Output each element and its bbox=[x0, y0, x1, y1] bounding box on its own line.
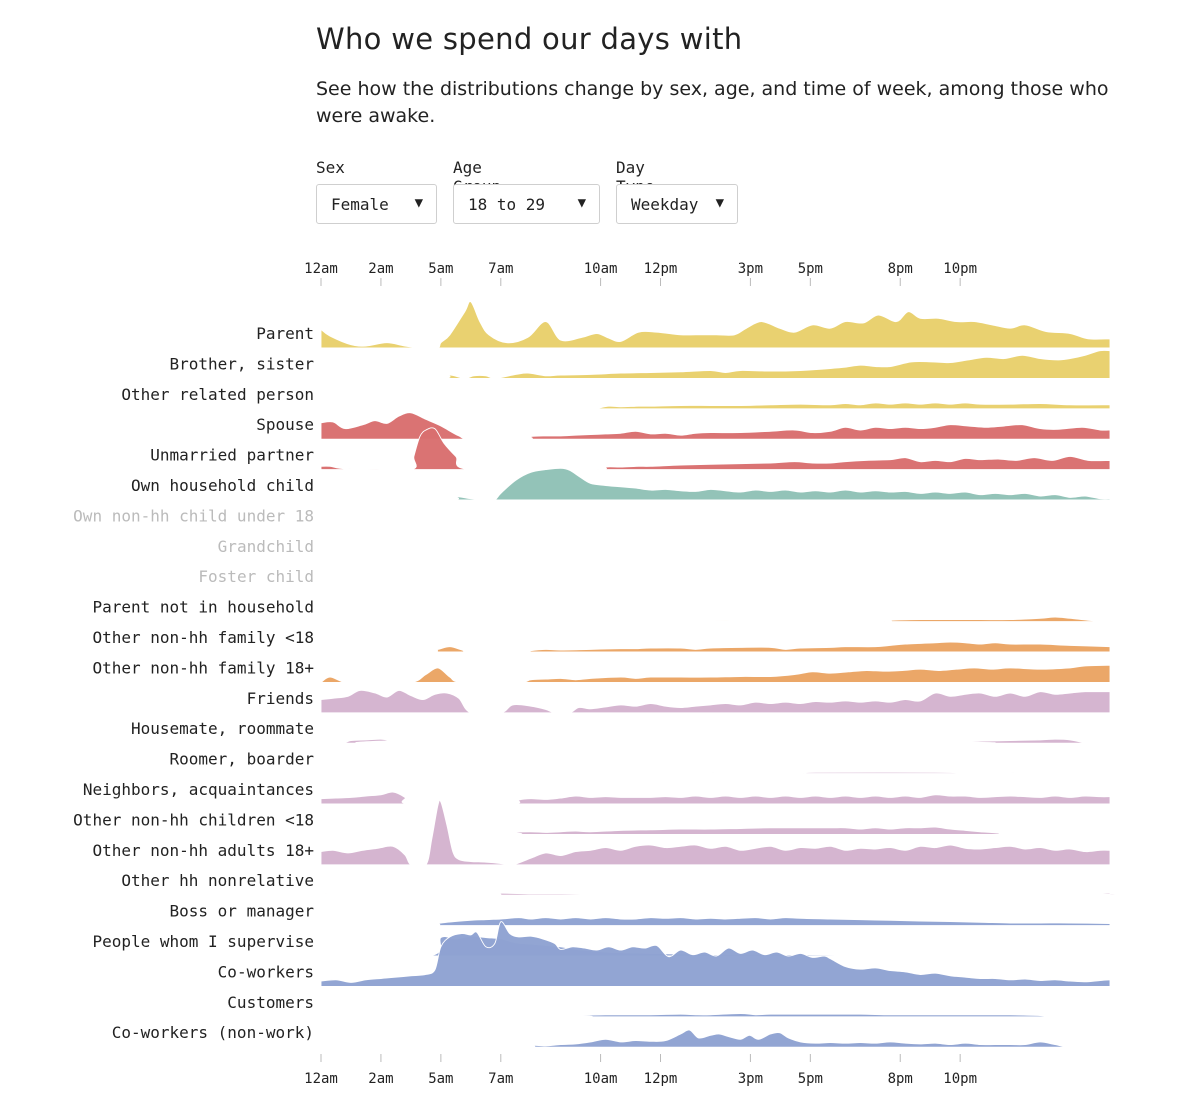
day-type-select[interactable]: Weekday ▼ bbox=[616, 184, 738, 224]
row-label-co-workers-non-work: Co-workers (non-work) bbox=[112, 1023, 314, 1042]
ridge-area-co-workers bbox=[320, 921, 1111, 987]
row-label-roomer-boarder: Roomer, boarder bbox=[170, 750, 315, 769]
x-tick-label: 5pm bbox=[798, 1071, 823, 1087]
x-tick-label: 12am bbox=[304, 261, 338, 277]
x-tick-label: 7am bbox=[488, 1071, 513, 1087]
ridge-area-roomer-boarder bbox=[320, 771, 1111, 775]
x-tick-label: 3pm bbox=[738, 1071, 763, 1087]
row-label-other-non-hh-children-18: Other non-hh children <18 bbox=[73, 810, 314, 829]
row-label-other-non-hh-family-18: Other non-hh family <18 bbox=[92, 628, 314, 647]
x-tick-label: 12am bbox=[304, 1071, 338, 1087]
ridge-area-co-workers-non-work bbox=[320, 1029, 1111, 1048]
row-label-friends: Friends bbox=[247, 689, 314, 708]
page-title: Who we spend our days with bbox=[316, 22, 743, 56]
ridge-area-other-non-hh-adults-18 bbox=[320, 799, 1111, 866]
page-subtitle: See how the distributions change by sex,… bbox=[316, 78, 1109, 127]
ridge-area-parent bbox=[320, 301, 1111, 349]
x-tick-label: 10am bbox=[584, 1071, 618, 1087]
x-tick-label: 2am bbox=[368, 261, 393, 277]
sex-select-value: Female bbox=[331, 195, 389, 214]
caret-down-icon: ▼ bbox=[715, 195, 724, 211]
row-label-own-non-hh-child-under-18: Own non-hh child under 18 bbox=[73, 506, 314, 525]
ridge-area-unmarried-partner bbox=[320, 427, 1111, 471]
x-tick-label: 10pm bbox=[943, 261, 977, 277]
row-label-other-non-hh-family-18: Other non-hh family 18+ bbox=[92, 658, 314, 677]
x-tick-label: 5pm bbox=[798, 261, 823, 277]
x-tick-label: 3pm bbox=[738, 261, 763, 277]
ridge-area-parent-not-in-household bbox=[320, 616, 1111, 623]
row-label-brother-sister: Brother, sister bbox=[170, 354, 315, 373]
row-label-other-related-person: Other related person bbox=[121, 385, 314, 404]
ridge-area-other-hh-nonrelative bbox=[320, 892, 1122, 896]
row-label-people-whom-i-supervise: People whom I supervise bbox=[92, 932, 314, 951]
row-label-other-hh-nonrelative: Other hh nonrelative bbox=[121, 871, 314, 890]
row-label-housemate-roommate: Housemate, roommate bbox=[131, 719, 314, 738]
ridge-area-housemate-roommate bbox=[320, 738, 1111, 744]
x-tick-label: 8pm bbox=[888, 1071, 913, 1087]
row-label-neighbors-acquaintances: Neighbors, acquaintances bbox=[83, 780, 314, 799]
x-axis-bottom: 12am 2am 5am 7am 10am 12pm 3pm 5pm 8pm 10pm bbox=[304, 1054, 977, 1087]
ridge-area-other-non-hh-family-18 bbox=[320, 641, 1111, 653]
row-label-own-household-child: Own household child bbox=[131, 476, 314, 495]
x-tick-label: 12pm bbox=[644, 1071, 678, 1087]
day-type-select-value: Weekday bbox=[631, 195, 699, 214]
x-tick-label: 8pm bbox=[888, 261, 913, 277]
ridge-area-spouse bbox=[320, 412, 1111, 440]
row-label-grandchild: Grandchild bbox=[218, 537, 314, 556]
x-tick-label: 10am bbox=[584, 261, 618, 277]
x-tick-label: 5am bbox=[428, 1071, 453, 1087]
x-tick-label: 7am bbox=[488, 261, 513, 277]
caret-down-icon: ▼ bbox=[414, 195, 423, 211]
ridge-area-friends bbox=[320, 689, 1111, 714]
ridge-area-other-non-hh-children-18 bbox=[320, 826, 1111, 835]
x-tick-label: 10pm bbox=[943, 1071, 977, 1087]
ridge-area-boss-or-manager bbox=[320, 917, 1111, 927]
age-group-select-value: 18 to 29 bbox=[468, 195, 546, 214]
ridge-area-other-non-hh-family-18 bbox=[320, 664, 1111, 683]
ridge-area-brother-sister bbox=[320, 349, 1111, 379]
ridge-area-neighbors-acquaintances bbox=[320, 791, 1111, 805]
ridges bbox=[320, 301, 1122, 1048]
row-label-spouse: Spouse bbox=[256, 415, 314, 434]
x-tick-label: 12pm bbox=[644, 261, 678, 277]
row-label-other-non-hh-adults-18: Other non-hh adults 18+ bbox=[92, 841, 314, 860]
row-label-unmarried-partner: Unmarried partner bbox=[150, 446, 314, 465]
row-label-customers: Customers bbox=[227, 993, 314, 1012]
row-label-parent-not-in-household: Parent not in household bbox=[92, 598, 314, 617]
sex-control: Sex Female ▼ bbox=[316, 158, 437, 224]
ridge-area-own-household-child bbox=[320, 467, 1111, 501]
day-type-control: Day Type Weekday ▼ bbox=[616, 158, 738, 224]
sex-select[interactable]: Female ▼ bbox=[316, 184, 437, 224]
x-tick-label: 2am bbox=[368, 1071, 393, 1087]
age-group-select[interactable]: 18 to 29 ▼ bbox=[453, 184, 600, 224]
row-label-foster-child: Foster child bbox=[198, 567, 314, 586]
ridge-area-customers bbox=[320, 1013, 1111, 1018]
caret-down-icon: ▼ bbox=[577, 195, 586, 211]
sex-label: Sex bbox=[316, 158, 345, 177]
x-axis-top: 12am 2am 5am 7am 10am 12pm 3pm 5pm 8pm 10pm bbox=[304, 261, 977, 286]
row-label-boss-or-manager: Boss or manager bbox=[170, 902, 315, 921]
age-group-control: Age Group 18 to 29 ▼ bbox=[453, 158, 600, 224]
x-tick-label: 5am bbox=[428, 261, 453, 277]
row-label-co-workers: Co-workers bbox=[218, 962, 314, 981]
ridge-area-other-related-person bbox=[320, 402, 1111, 410]
row-label-parent: Parent bbox=[256, 324, 314, 343]
